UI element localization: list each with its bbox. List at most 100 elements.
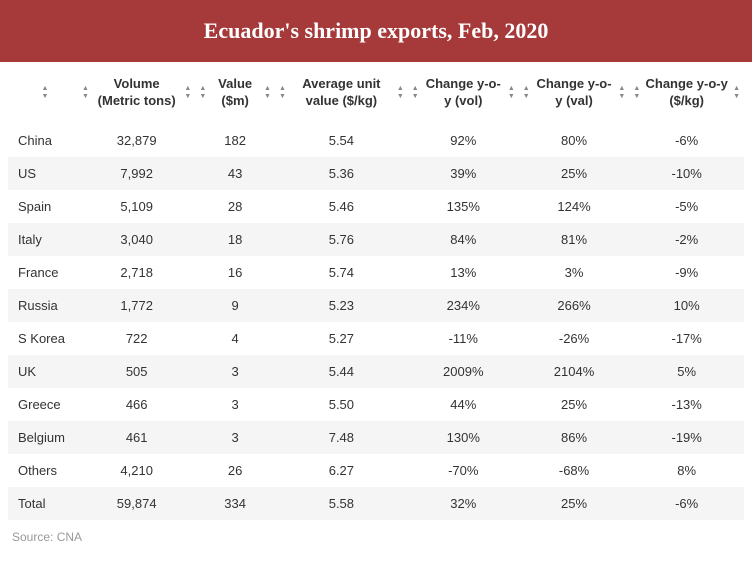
sort-icon[interactable]: ▲▼	[412, 85, 419, 100]
cell-country: UK	[8, 355, 78, 388]
cell-d_kg: -5%	[629, 190, 744, 223]
sort-icon[interactable]: ▲▼	[184, 85, 191, 100]
table-header: ▲▼▲▼Volume (Metric tons)▲▼▲▼Value ($m)▲▼…	[8, 62, 744, 124]
cell-volume: 5,109	[78, 190, 195, 223]
table-body: China32,8791825.5492%80%-6%US7,992435.36…	[8, 124, 744, 520]
cell-country: China	[8, 124, 78, 157]
table-title: Ecuador's shrimp exports, Feb, 2020	[0, 0, 752, 62]
cell-d_val: 3%	[519, 256, 630, 289]
cell-d_val: 80%	[519, 124, 630, 157]
cell-value: 43	[195, 157, 275, 190]
cell-value: 16	[195, 256, 275, 289]
cell-value: 26	[195, 454, 275, 487]
sort-icon[interactable]: ▲▼	[279, 85, 286, 100]
cell-d_val: 124%	[519, 190, 630, 223]
cell-d_vol: 32%	[408, 487, 519, 520]
cell-country: Others	[8, 454, 78, 487]
sort-icon[interactable]: ▲▼	[42, 85, 49, 100]
sort-icon[interactable]: ▲▼	[618, 85, 625, 100]
table-row: US7,992435.3639%25%-10%	[8, 157, 744, 190]
cell-d_kg: -17%	[629, 322, 744, 355]
cell-value: 18	[195, 223, 275, 256]
cell-d_kg: 5%	[629, 355, 744, 388]
sort-icon[interactable]: ▲▼	[633, 85, 640, 100]
cell-country: Total	[8, 487, 78, 520]
sort-icon[interactable]: ▲▼	[508, 85, 515, 100]
cell-value: 182	[195, 124, 275, 157]
cell-volume: 1,772	[78, 289, 195, 322]
column-header[interactable]: ▲▼ Value ($m) ▲▼	[195, 62, 275, 124]
table-container: ▲▼▲▼Volume (Metric tons)▲▼▲▼Value ($m)▲▼…	[0, 62, 752, 520]
sort-icon[interactable]: ▲▼	[733, 85, 740, 100]
cell-avg: 5.27	[275, 322, 408, 355]
cell-value: 3	[195, 421, 275, 454]
column-label: Average unit value ($/kg)	[290, 76, 393, 110]
cell-avg: 5.58	[275, 487, 408, 520]
cell-avg: 5.54	[275, 124, 408, 157]
cell-value: 28	[195, 190, 275, 223]
cell-country: Belgium	[8, 421, 78, 454]
cell-d_val: 2104%	[519, 355, 630, 388]
cell-volume: 461	[78, 421, 195, 454]
cell-country: Russia	[8, 289, 78, 322]
cell-avg: 5.50	[275, 388, 408, 421]
column-header[interactable]: ▲▼Change y-o-y ($/kg)▲▼	[629, 62, 744, 124]
table-row: France2,718165.7413%3%-9%	[8, 256, 744, 289]
column-label: Change y-o-y (vol)	[423, 76, 504, 110]
table-row: Spain5,109285.46135%124%-5%	[8, 190, 744, 223]
cell-d_val: 266%	[519, 289, 630, 322]
sort-icon[interactable]: ▲▼	[523, 85, 530, 100]
column-label: Volume (Metric tons)	[93, 76, 180, 110]
table-row: Italy3,040185.7684%81%-2%	[8, 223, 744, 256]
cell-d_vol: 44%	[408, 388, 519, 421]
table-row: China32,8791825.5492%80%-6%	[8, 124, 744, 157]
column-header[interactable]: ▲▼ Volume (Metric tons) ▲▼	[78, 62, 195, 124]
cell-country: Greece	[8, 388, 78, 421]
table-row: Greece46635.5044%25%-13%	[8, 388, 744, 421]
cell-d_kg: -13%	[629, 388, 744, 421]
table-row: Russia1,77295.23234%266%10%	[8, 289, 744, 322]
cell-avg: 7.48	[275, 421, 408, 454]
cell-d_kg: -2%	[629, 223, 744, 256]
cell-d_vol: 92%	[408, 124, 519, 157]
cell-d_val: -26%	[519, 322, 630, 355]
cell-volume: 59,874	[78, 487, 195, 520]
sort-icon[interactable]: ▲▼	[264, 85, 271, 100]
column-header[interactable]: ▲▼	[8, 62, 78, 124]
cell-d_kg: 8%	[629, 454, 744, 487]
cell-volume: 2,718	[78, 256, 195, 289]
column-label: Change y-o-y (val)	[534, 76, 615, 110]
table-row: Total59,8743345.5832%25%-6%	[8, 487, 744, 520]
sort-icon[interactable]: ▲▼	[397, 85, 404, 100]
cell-avg: 5.36	[275, 157, 408, 190]
cell-country: Italy	[8, 223, 78, 256]
cell-avg: 5.46	[275, 190, 408, 223]
sort-icon[interactable]: ▲▼	[82, 85, 89, 100]
source-text: Source: CNA	[0, 520, 752, 554]
cell-volume: 4,210	[78, 454, 195, 487]
cell-d_vol: 234%	[408, 289, 519, 322]
cell-avg: 5.74	[275, 256, 408, 289]
column-label: Value ($m)	[210, 76, 260, 110]
column-header[interactable]: ▲▼Change y-o-y (val)▲▼	[519, 62, 630, 124]
cell-avg: 6.27	[275, 454, 408, 487]
exports-table: ▲▼▲▼Volume (Metric tons)▲▼▲▼Value ($m)▲▼…	[8, 62, 744, 520]
cell-d_val: 25%	[519, 487, 630, 520]
cell-d_val: 25%	[519, 388, 630, 421]
table-row: Others4,210266.27-70%-68%8%	[8, 454, 744, 487]
cell-volume: 466	[78, 388, 195, 421]
cell-avg: 5.23	[275, 289, 408, 322]
cell-volume: 32,879	[78, 124, 195, 157]
sort-icon[interactable]: ▲▼	[199, 85, 206, 100]
cell-value: 9	[195, 289, 275, 322]
cell-value: 3	[195, 355, 275, 388]
table-row: UK50535.442009%2104%5%	[8, 355, 744, 388]
cell-d_kg: -10%	[629, 157, 744, 190]
cell-d_kg: -6%	[629, 487, 744, 520]
cell-country: France	[8, 256, 78, 289]
cell-country: Spain	[8, 190, 78, 223]
cell-d_vol: 13%	[408, 256, 519, 289]
cell-volume: 3,040	[78, 223, 195, 256]
column-header[interactable]: ▲▼ Change y-o-y (vol) ▲▼	[408, 62, 519, 124]
column-header[interactable]: ▲▼ Average unit value ($/kg) ▲▼	[275, 62, 408, 124]
